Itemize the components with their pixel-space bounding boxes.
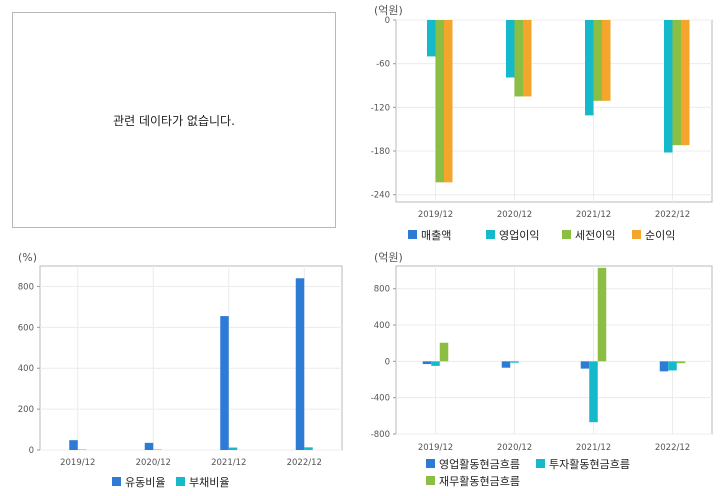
x-tick-label: 2019/12 xyxy=(418,443,453,453)
legend-label: 유동비율 xyxy=(125,476,165,489)
bar-ratio-1-2 xyxy=(228,447,238,450)
bar-ratio-0-2 xyxy=(220,316,229,450)
x-tick-label: 2022/12 xyxy=(655,210,690,220)
bar-cashflow-2-0 xyxy=(439,342,449,362)
legend-swatch xyxy=(426,459,435,468)
bar-income-2-2 xyxy=(593,20,602,101)
x-tick-label: 2022/12 xyxy=(287,458,322,468)
bar-income-1-0 xyxy=(427,20,436,57)
x-tick-label: 2020/12 xyxy=(497,443,532,453)
bar-ratio-0-3 xyxy=(295,278,305,450)
y-tick-label: -240 xyxy=(371,191,390,201)
no-data-message: 관련 데이타가 없습니다. xyxy=(113,113,235,128)
legend-label: 영업이익 xyxy=(499,229,539,242)
y-tick-label: 400 xyxy=(18,364,34,374)
legend-label: 재무활동현금흐름 xyxy=(439,474,520,488)
cashflow-chart: (억원) 800 400 0 -400 -800 2019/12 2020/12 2021/12… xyxy=(371,251,713,488)
y-tick-label: 800 xyxy=(374,285,390,295)
y-tick-label: -180 xyxy=(371,147,390,157)
unit-label: (억원) xyxy=(374,251,403,264)
bar-cashflow-1-1 xyxy=(510,361,519,363)
legend-swatch xyxy=(408,230,417,239)
no-data-panel: 관련 데이타가 없습니다. xyxy=(12,12,336,228)
bar-income-1-3 xyxy=(664,20,673,153)
legend-swatch xyxy=(562,230,571,239)
plot-area xyxy=(395,265,713,435)
x-tick-label: 2021/12 xyxy=(576,210,611,220)
legend-label: 세전이익 xyxy=(575,229,615,242)
bar-income-1-1 xyxy=(506,20,515,78)
bar-cashflow-1-0 xyxy=(431,361,440,366)
unit-label: (억원) xyxy=(374,4,403,17)
income-chart: (억원)0 -60 -120 -180 -240 2019/12 2020/12 2021/1… xyxy=(371,4,713,242)
x-tick-label: 2021/12 xyxy=(576,443,611,453)
y-tick-label: 600 xyxy=(18,323,34,333)
bar-income-3-0 xyxy=(444,20,453,183)
x-tick-label: 2021/12 xyxy=(211,458,246,468)
x-tick-label: 2020/12 xyxy=(136,458,171,468)
y-tick-label: -60 xyxy=(376,60,390,70)
bar-cashflow-0-1 xyxy=(501,361,511,368)
bar-income-1-2 xyxy=(585,20,594,116)
bar-cashflow-1-2 xyxy=(589,361,598,423)
bar-cashflow-2-2 xyxy=(597,267,607,362)
bar-income-3-2 xyxy=(602,20,611,101)
bar-income-2-3 xyxy=(672,20,681,146)
bar-ratio-0-1 xyxy=(144,442,154,450)
bar-income-2-1 xyxy=(514,20,523,97)
legend-swatch xyxy=(632,230,641,239)
legend-label: 투자활동현금흐름 xyxy=(549,457,630,471)
bar-cashflow-1-3 xyxy=(668,361,677,371)
legend-label: 부채비율 xyxy=(189,476,229,489)
legend-swatch xyxy=(426,476,435,485)
legend-swatch xyxy=(486,230,495,239)
bar-income-2-0 xyxy=(435,20,444,183)
bar-cashflow-0-2 xyxy=(580,361,590,369)
x-tick-label: 2019/12 xyxy=(418,210,453,220)
bar-income-3-3 xyxy=(681,20,690,146)
y-tick-label: 400 xyxy=(374,321,390,331)
x-tick-label: 2022/12 xyxy=(655,443,690,453)
legend-label: 영업활동현금흐름 xyxy=(439,457,520,471)
y-tick-label: -800 xyxy=(371,430,390,440)
y-tick-label: 0 xyxy=(385,357,390,367)
bar-income-3-1 xyxy=(523,20,532,97)
legend-swatch xyxy=(112,477,121,486)
legend-swatch xyxy=(176,477,185,486)
bar-cashflow-0-3 xyxy=(659,361,669,372)
ratio-chart: (%) 0 200 400 600 800 2019/12 2020/12 2021/12 202… xyxy=(18,251,343,489)
y-tick-label: 0 xyxy=(385,16,390,26)
plot-area xyxy=(39,265,343,451)
legend-label: 순이익 xyxy=(645,229,675,242)
y-tick-label: 0 xyxy=(29,446,34,456)
bar-ratio-1-3 xyxy=(304,447,313,450)
legend-label: 매출액 xyxy=(421,229,451,242)
x-tick-label: 2020/12 xyxy=(497,210,532,220)
y-tick-label: -400 xyxy=(371,394,390,404)
bar-cashflow-0-0 xyxy=(422,361,432,365)
y-tick-label: 200 xyxy=(18,405,34,415)
unit-label: (%) xyxy=(18,251,37,264)
legend-swatch xyxy=(536,459,545,468)
x-tick-label: 2019/12 xyxy=(60,458,95,468)
bar-ratio-0-0 xyxy=(69,440,78,450)
bar-cashflow-2-3 xyxy=(676,361,686,364)
y-tick-label: -120 xyxy=(371,103,390,113)
y-tick-label: 800 xyxy=(18,282,34,292)
